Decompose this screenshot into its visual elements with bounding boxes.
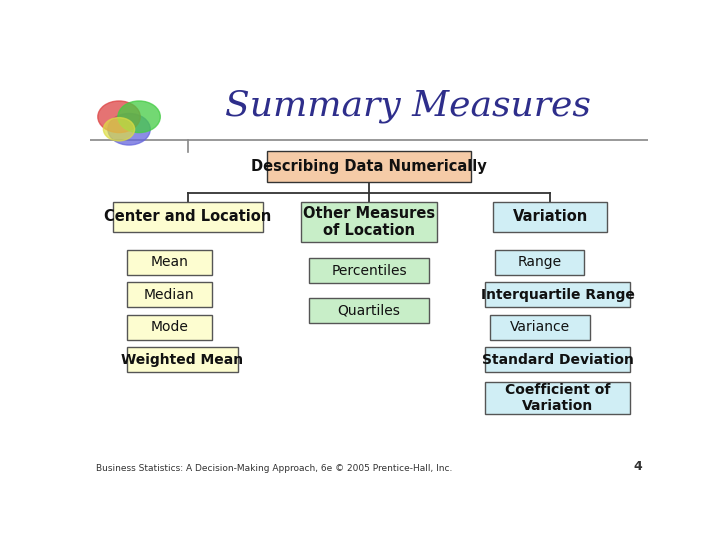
Text: Median: Median [144, 288, 194, 302]
FancyBboxPatch shape [301, 202, 437, 241]
Text: Variation: Variation [513, 209, 588, 224]
Text: Standard Deviation: Standard Deviation [482, 353, 634, 367]
Text: Business Statistics: A Decision-Making Approach, 6e © 2005 Prentice-Hall, Inc.: Business Statistics: A Decision-Making A… [96, 464, 452, 473]
FancyBboxPatch shape [112, 201, 263, 232]
Circle shape [108, 113, 150, 145]
FancyBboxPatch shape [485, 347, 630, 372]
Circle shape [104, 118, 135, 141]
Text: Other Measures
of Location: Other Measures of Location [303, 206, 435, 238]
FancyBboxPatch shape [495, 250, 584, 275]
FancyBboxPatch shape [127, 282, 212, 307]
FancyBboxPatch shape [127, 250, 212, 275]
Text: Interquartile Range: Interquartile Range [481, 288, 634, 302]
FancyBboxPatch shape [490, 315, 590, 340]
FancyBboxPatch shape [267, 151, 471, 183]
Text: Center and Location: Center and Location [104, 209, 271, 224]
Circle shape [118, 101, 161, 133]
Text: Quartiles: Quartiles [338, 304, 400, 318]
Text: Summary Measures: Summary Measures [225, 90, 591, 123]
Text: Mean: Mean [150, 255, 188, 269]
Text: Range: Range [518, 255, 562, 269]
FancyBboxPatch shape [310, 258, 428, 283]
Text: 4: 4 [634, 460, 642, 473]
FancyBboxPatch shape [127, 347, 238, 372]
Circle shape [98, 101, 140, 133]
FancyBboxPatch shape [127, 315, 212, 340]
FancyBboxPatch shape [493, 201, 607, 232]
Text: Describing Data Numerically: Describing Data Numerically [251, 159, 487, 174]
FancyBboxPatch shape [485, 382, 630, 414]
Text: Mode: Mode [150, 320, 188, 334]
Text: Variance: Variance [510, 320, 570, 334]
Text: Coefficient of
Variation: Coefficient of Variation [505, 383, 611, 414]
Text: Percentiles: Percentiles [331, 264, 407, 278]
Text: Weighted Mean: Weighted Mean [121, 353, 243, 367]
FancyBboxPatch shape [485, 282, 630, 307]
FancyBboxPatch shape [310, 299, 428, 323]
